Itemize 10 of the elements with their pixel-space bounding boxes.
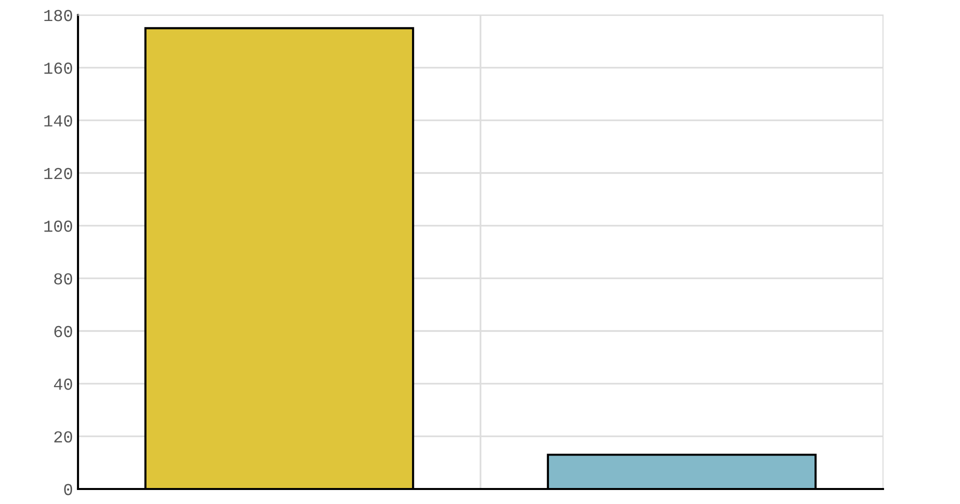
y-tick-label: 0: [64, 484, 72, 496]
y-tick-label: 40: [54, 378, 72, 390]
y-tick-label: 140: [44, 115, 72, 127]
y-tick-label: 180: [44, 10, 72, 22]
y-tick-label: 160: [44, 62, 72, 74]
y-tick-label: 80: [54, 273, 72, 285]
y-tick-label: 120: [44, 168, 72, 180]
y-tick-label: 60: [54, 326, 72, 338]
y-tick-label: 100: [44, 220, 72, 232]
y-tick-label: 20: [54, 431, 72, 443]
